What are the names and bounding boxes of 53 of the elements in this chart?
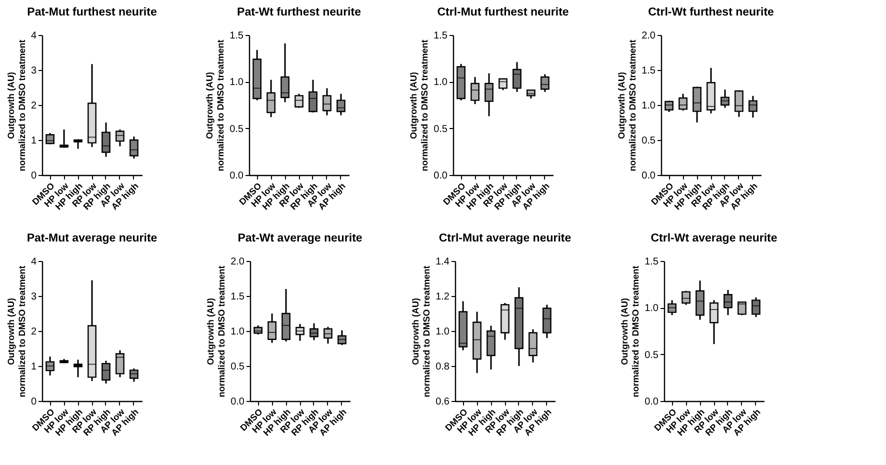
y-tick-label: 1.0 bbox=[434, 77, 448, 88]
y-tick-label: 1.4 bbox=[436, 256, 450, 268]
y-tick-label: 0.0 bbox=[642, 170, 656, 182]
chart-title: Ctrl-Wt average neurite bbox=[650, 232, 778, 244]
y-axis-title: Outgrowth (AU) normalized to DMSO treatment bbox=[616, 40, 638, 172]
y-tick-label: 0.5 bbox=[642, 136, 656, 146]
y-tick-label: 0.0 bbox=[434, 170, 448, 182]
chart-title: Pat-Mut average neurite bbox=[26, 232, 158, 244]
chart-title: Pat-Mut furthest neurite bbox=[27, 6, 157, 18]
y-axis-title: Outgrowth (AU) normalized to DMSO treatment bbox=[204, 40, 226, 172]
y-tick-label: 1.2 bbox=[436, 292, 450, 302]
chart-title: Pat-Wt furthest neurite bbox=[237, 6, 361, 18]
y-tick-label: 3 bbox=[30, 292, 37, 302]
y-tick-label: 1.5 bbox=[230, 292, 245, 302]
y-tick-label: 0.0 bbox=[230, 396, 245, 408]
y-tick-label: 1.5 bbox=[434, 30, 448, 42]
y-axis-title: Outgrowth (AU) normalized to DMSO treatment bbox=[410, 266, 432, 398]
y-tick-label: 4 bbox=[30, 256, 37, 268]
y-tick-label: 0.5 bbox=[230, 362, 245, 372]
chart-title: Pat-Wt average neurite bbox=[238, 232, 362, 244]
y-tick-label: 0.5 bbox=[434, 124, 448, 135]
y-tick-label: 1 bbox=[30, 362, 37, 372]
y-tick-label: 2 bbox=[30, 100, 37, 112]
y-tick-label: 0.5 bbox=[644, 350, 659, 361]
y-axis-title: Outgrowth (AU) normalized to DMSO treatment bbox=[620, 266, 641, 398]
chart-title: Ctrl-Mut furthest neurite bbox=[437, 6, 569, 18]
y-tick-label: 0.8 bbox=[436, 362, 450, 372]
y-tick-label: 1.0 bbox=[230, 77, 244, 88]
y-tick-label: 0 bbox=[30, 396, 37, 408]
y-tick-label: 0.0 bbox=[230, 170, 244, 182]
y-tick-label: 0 bbox=[30, 170, 37, 182]
y-tick-label: 2.0 bbox=[642, 30, 656, 42]
y-tick-label: 0.0 bbox=[644, 396, 659, 408]
y-tick-label: 0.5 bbox=[230, 124, 244, 135]
y-tick-label: 3 bbox=[30, 66, 37, 76]
y-tick-label: 0.6 bbox=[436, 396, 450, 408]
chart-title: Ctrl-Wt furthest neurite bbox=[648, 6, 774, 18]
y-axis-title: Outgrowth (AU) normalized to DMSO treatment bbox=[6, 266, 27, 398]
y-tick-label: 2 bbox=[30, 326, 37, 338]
y-tick-label: 1.0 bbox=[436, 326, 450, 338]
y-tick-label: 1.0 bbox=[642, 100, 656, 112]
y-tick-label: 1.0 bbox=[644, 303, 659, 314]
y-tick-label: 4 bbox=[30, 30, 37, 42]
y-tick-label: 2.0 bbox=[230, 256, 245, 268]
y-tick-label: 1 bbox=[30, 136, 37, 146]
y-tick-label: 1.5 bbox=[642, 66, 656, 76]
chart-title: Ctrl-Mut average neurite bbox=[438, 232, 572, 244]
y-tick-label: 1.5 bbox=[644, 256, 659, 268]
y-tick-label: 1.0 bbox=[230, 326, 245, 338]
y-tick-label: 1.5 bbox=[230, 30, 244, 42]
y-axis-title: Outgrowth (AU) normalized to DMSO treatment bbox=[206, 266, 227, 398]
y-axis-title: Outgrowth (AU) normalized to DMSO treatment bbox=[408, 40, 430, 172]
y-axis-title: Outgrowth (AU) normalized to DMSO treatment bbox=[6, 40, 27, 172]
